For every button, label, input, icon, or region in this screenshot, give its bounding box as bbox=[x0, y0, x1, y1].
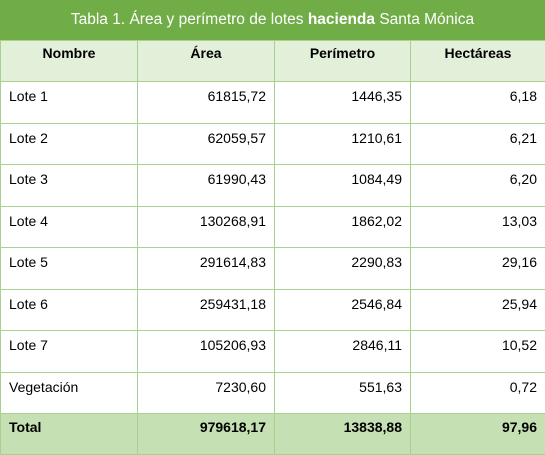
table-row: Lote 7 105206,93 2846,11 10,52 bbox=[1, 331, 545, 373]
cell-perimetro: 1446,35 bbox=[275, 82, 411, 124]
cell-nombre: Lote 6 bbox=[1, 289, 138, 331]
cell-nombre: Lote 7 bbox=[1, 331, 138, 373]
table-row: Vegetación 7230,60 551,63 0,72 bbox=[1, 372, 545, 414]
total-hectareas: 97,96 bbox=[411, 414, 545, 455]
cell-area: 61990,43 bbox=[138, 165, 275, 207]
cell-hectareas: 10,52 bbox=[411, 331, 545, 373]
table-row: Lote 1 61815,72 1446,35 6,18 bbox=[1, 82, 545, 124]
total-area: 979618,17 bbox=[138, 414, 275, 455]
caption-prefix: Tabla 1. Área y perímetro de lotes bbox=[71, 11, 308, 29]
cell-area: 130268,91 bbox=[138, 206, 275, 248]
cell-nombre: Lote 4 bbox=[1, 206, 138, 248]
total-perimetro: 13838,88 bbox=[275, 414, 411, 455]
header-hectareas: Hectáreas bbox=[411, 41, 545, 82]
cell-nombre: Lote 5 bbox=[1, 248, 138, 290]
cell-hectareas: 6,21 bbox=[411, 123, 545, 165]
header-area: Área bbox=[138, 41, 275, 82]
table-row: Lote 2 62059,57 1210,61 6,21 bbox=[1, 123, 545, 165]
cell-hectareas: 0,72 bbox=[411, 372, 545, 414]
cell-hectareas: 13,03 bbox=[411, 206, 545, 248]
total-row: Total 979618,17 13838,88 97,96 bbox=[1, 414, 545, 455]
cell-perimetro: 551,63 bbox=[275, 372, 411, 414]
table-caption: Tabla 1. Área y perímetro de lotes hacie… bbox=[0, 0, 545, 40]
cell-area: 61815,72 bbox=[138, 82, 275, 124]
cell-perimetro: 2546,84 bbox=[275, 289, 411, 331]
cell-hectareas: 29,16 bbox=[411, 248, 545, 290]
cell-nombre: Lote 3 bbox=[1, 165, 138, 207]
cell-hectareas: 6,18 bbox=[411, 82, 545, 124]
lotes-table: Nombre Área Perímetro Hectáreas Lote 1 6… bbox=[0, 40, 545, 455]
table-row: Lote 4 130268,91 1862,02 13,03 bbox=[1, 206, 545, 248]
cell-hectareas: 6,20 bbox=[411, 165, 545, 207]
cell-perimetro: 2846,11 bbox=[275, 331, 411, 373]
cell-perimetro: 1210,61 bbox=[275, 123, 411, 165]
cell-area: 105206,93 bbox=[138, 331, 275, 373]
cell-perimetro: 1084,49 bbox=[275, 165, 411, 207]
cell-nombre: Lote 1 bbox=[1, 82, 138, 124]
total-label: Total bbox=[1, 414, 138, 455]
cell-hectareas: 25,94 bbox=[411, 289, 545, 331]
cell-nombre: Lote 2 bbox=[1, 123, 138, 165]
table-row: Lote 5 291614,83 2290,83 29,16 bbox=[1, 248, 545, 290]
table-row: Lote 6 259431,18 2546,84 25,94 bbox=[1, 289, 545, 331]
cell-area: 62059,57 bbox=[138, 123, 275, 165]
table-row: Lote 3 61990,43 1084,49 6,20 bbox=[1, 165, 545, 207]
caption-suffix: Santa Mónica bbox=[375, 11, 474, 29]
cell-perimetro: 1862,02 bbox=[275, 206, 411, 248]
header-row: Nombre Área Perímetro Hectáreas bbox=[1, 41, 545, 82]
cell-area: 7230,60 bbox=[138, 372, 275, 414]
cell-perimetro: 2290,83 bbox=[275, 248, 411, 290]
cell-area: 291614,83 bbox=[138, 248, 275, 290]
header-nombre: Nombre bbox=[1, 41, 138, 82]
header-perimetro: Perímetro bbox=[275, 41, 411, 82]
cell-area: 259431,18 bbox=[138, 289, 275, 331]
cell-nombre: Vegetación bbox=[1, 372, 138, 414]
caption-emphasis: hacienda bbox=[308, 11, 375, 29]
